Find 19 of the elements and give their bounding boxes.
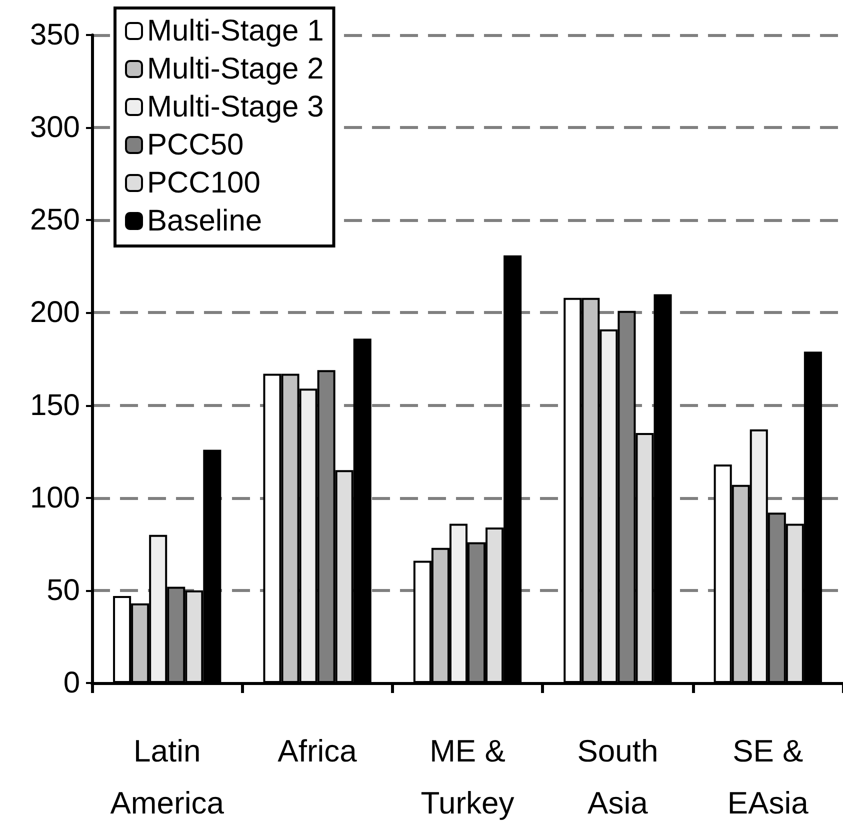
- x-tick-label: South Asia: [577, 734, 658, 820]
- x-tick-label: Africa: [278, 734, 358, 768]
- x-tick-label: ME & Turkey: [420, 734, 515, 820]
- y-tick-label: 300: [30, 111, 80, 144]
- y-tick-label: 0: [63, 666, 80, 700]
- y-tick-label: 50: [46, 574, 80, 607]
- y-tick-label: 350: [30, 18, 80, 52]
- legend-label: Multi-Stage 3: [147, 90, 324, 124]
- y-tick-label: 200: [30, 296, 80, 330]
- legend-label: PCC50: [147, 128, 244, 162]
- x-tick-label: Latin America: [110, 734, 225, 820]
- legend-label: Baseline: [147, 204, 262, 238]
- legend-label: PCC100: [147, 166, 260, 200]
- y-tick-label: 100: [30, 481, 80, 514]
- y-tick-label: 250: [30, 204, 80, 237]
- legend-label: Multi-Stage 1: [147, 14, 324, 48]
- x-tick-label: SE & EAsia: [727, 734, 810, 820]
- legend-label: Multi-Stage 2: [147, 52, 324, 86]
- y-tick-label: 150: [30, 388, 80, 422]
